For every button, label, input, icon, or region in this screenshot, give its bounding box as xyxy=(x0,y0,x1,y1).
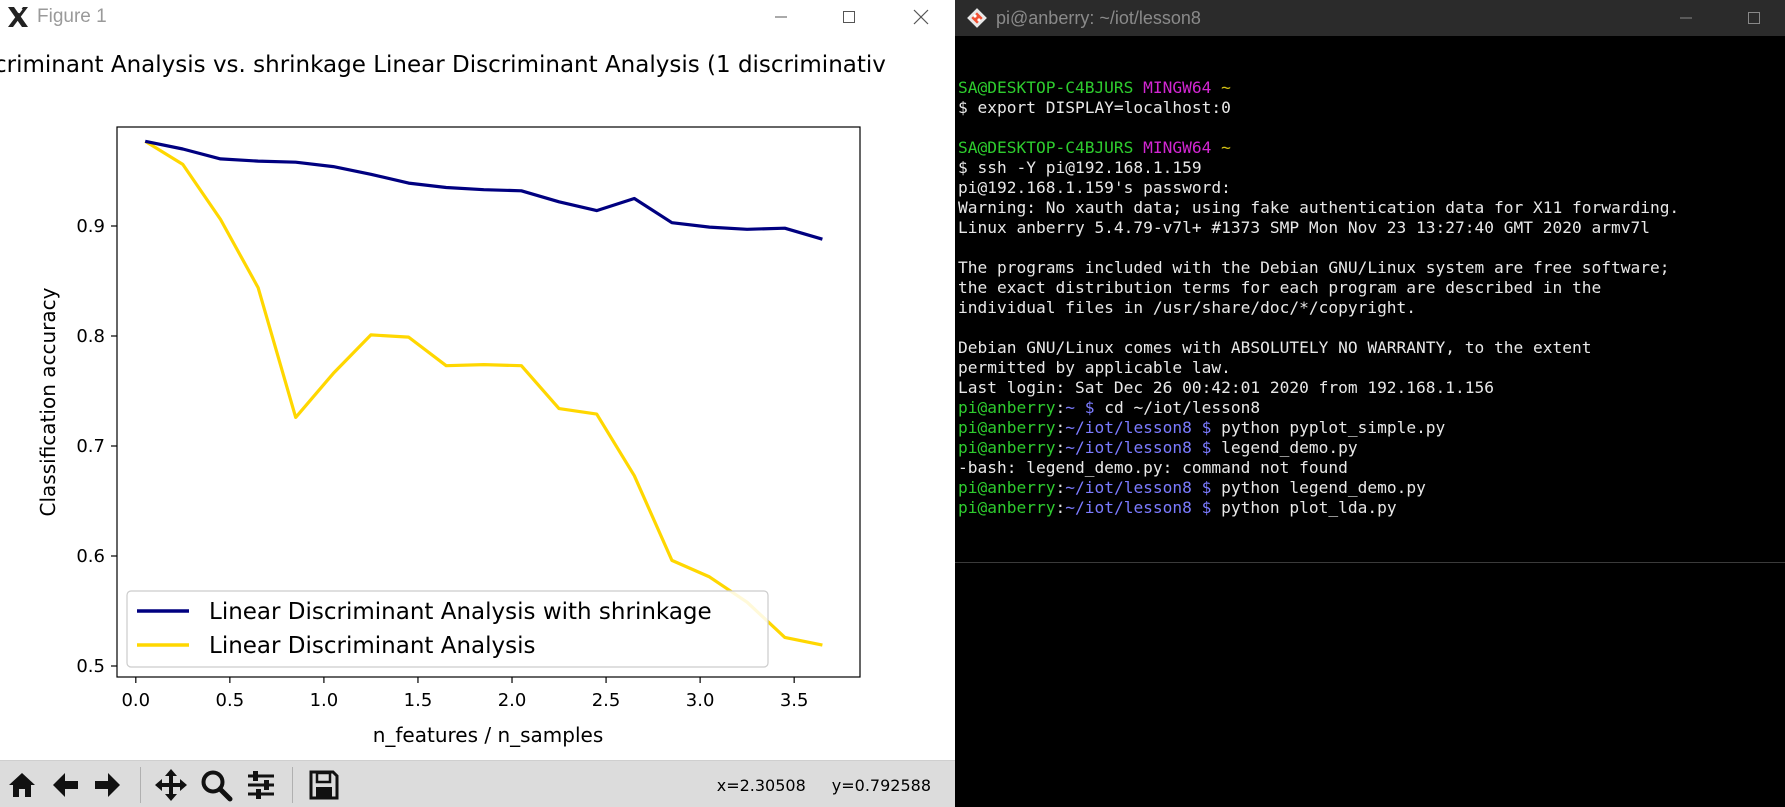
figure-titlebar[interactable]: Figure 1 xyxy=(0,0,955,34)
home-button[interactable] xyxy=(4,767,40,803)
terminal-line xyxy=(958,58,1783,78)
toolbar-separator xyxy=(140,767,141,803)
configure-subplots-button[interactable] xyxy=(243,767,279,803)
terminal-line: pi@anberry:~/iot/lesson8 $ python legend… xyxy=(958,478,1426,497)
terminal-minimize-button[interactable] xyxy=(1655,0,1717,36)
forward-button[interactable] xyxy=(90,767,126,803)
series-line-lda xyxy=(144,139,823,647)
terminal-line xyxy=(958,238,1783,258)
y-axis: 0.5 0.6 0.7 0.8 0.9 xyxy=(76,216,117,677)
maximize-icon xyxy=(843,11,855,23)
back-button[interactable] xyxy=(47,767,83,803)
pan-icon xyxy=(155,769,187,801)
figure-window: Figure 1 criminant Analysis vs. shrinkag… xyxy=(0,0,955,807)
save-icon xyxy=(309,770,339,800)
figure-toolbar: x=2.30508 y=0.792588 xyxy=(0,760,955,807)
minimize-icon xyxy=(775,16,787,18)
terminal-line: SA@DESKTOP-C4BJURS MINGW64 ~ xyxy=(958,78,1231,97)
legend-label-shrinkage: Linear Discriminant Analysis with shrink… xyxy=(209,599,712,625)
cursor-coordinates: x=2.30508 y=0.792588 xyxy=(717,776,931,795)
terminal-line: SA@DESKTOP-C4BJURS MINGW64 ~ xyxy=(958,138,1231,157)
x-tick-label: 1.0 xyxy=(310,690,339,711)
terminal-line: pi@anberry:~ $ cd ~/iot/lesson8 xyxy=(958,398,1261,417)
terminal-line: the exact distribution terms for each pr… xyxy=(958,278,1602,297)
legend: Linear Discriminant Analysis with shrink… xyxy=(126,590,769,668)
cursor-y-readout: y=0.792588 xyxy=(831,776,931,795)
y-axis-label: Classification accuracy xyxy=(36,287,60,516)
terminal-line: $ ssh -Y pi@192.168.1.159 xyxy=(958,158,1202,177)
terminal-cursor-line[interactable] xyxy=(958,518,1783,538)
terminal-line: pi@anberry:~/iot/lesson8 $ legend_demo.p… xyxy=(958,438,1358,457)
y-tick-label: 0.6 xyxy=(76,546,105,567)
close-icon xyxy=(913,9,929,25)
terminal-maximize-button[interactable] xyxy=(1723,0,1785,36)
terminal-line: pi@anberry:~/iot/lesson8 $ python plot_l… xyxy=(958,498,1397,517)
x11-logo-icon xyxy=(8,7,28,27)
terminal-output[interactable]: SA@DESKTOP-C4BJURS MINGW64 ~ $ export DIS… xyxy=(958,58,1783,558)
minimize-button[interactable] xyxy=(750,0,812,34)
forward-arrow-icon xyxy=(95,773,120,797)
y-tick-label: 0.5 xyxy=(76,656,105,677)
terminal-line: The programs included with the Debian GN… xyxy=(958,258,1670,277)
terminal-line xyxy=(958,318,1783,338)
terminal-window-title: pi@anberry: ~/iot/lesson8 xyxy=(996,8,1201,28)
series-lines xyxy=(144,139,823,647)
series-line-shrinkage xyxy=(144,139,823,241)
legend-box xyxy=(126,590,769,668)
y-tick-label: 0.8 xyxy=(76,326,105,347)
terminal-line: $ export DISPLAY=localhost:0 xyxy=(958,98,1231,117)
zoom-button[interactable] xyxy=(198,767,234,803)
save-button[interactable] xyxy=(306,767,342,803)
terminal-line: Warning: No xauth data; using fake authe… xyxy=(958,198,1680,217)
x-tick-label: 2.0 xyxy=(498,690,527,711)
legend-label-lda: Linear Discriminant Analysis xyxy=(209,633,536,659)
chart-title: criminant Analysis vs. shrinkage Linear … xyxy=(0,52,886,78)
zoom-icon xyxy=(201,770,233,802)
git-bash-icon xyxy=(967,8,987,28)
x-tick-label: 3.0 xyxy=(686,690,715,711)
pan-button[interactable] xyxy=(153,767,189,803)
terminal-line: Last login: Sat Dec 26 00:42:01 2020 fro… xyxy=(958,378,1495,397)
terminal-titlebar[interactable]: pi@anberry: ~/iot/lesson8 xyxy=(955,0,1785,36)
x-axis-label: n_features / n_samples xyxy=(373,723,604,747)
terminal-line: Linux anberry 5.4.79-v7l+ #1373 SMP Mon … xyxy=(958,218,1650,237)
terminal-line: pi@192.168.1.159's password: xyxy=(958,178,1231,197)
terminal-line: pi@anberry:~/iot/lesson8 $ python pyplot… xyxy=(958,418,1446,437)
back-arrow-icon xyxy=(53,773,78,797)
toolbar-separator xyxy=(292,767,293,803)
x-tick-label: 0.0 xyxy=(121,690,150,711)
close-button[interactable] xyxy=(890,0,952,34)
line-chart[interactable]: criminant Analysis vs. shrinkage Linear … xyxy=(0,34,955,760)
y-tick-label: 0.9 xyxy=(76,216,105,237)
plot-area xyxy=(116,126,861,678)
x-axis: 0.0 0.5 1.0 1.5 2.0 2.5 3.0 3.5 xyxy=(121,677,808,711)
terminal-divider xyxy=(955,562,1785,563)
home-icon xyxy=(9,773,35,797)
figure-window-title: Figure 1 xyxy=(37,6,107,27)
terminal-line: -bash: legend_demo.py: command not found xyxy=(958,458,1348,477)
minimize-icon xyxy=(1680,17,1692,19)
terminal-line: individual files in /usr/share/doc/*/cop… xyxy=(958,298,1417,317)
terminal-line: Debian GNU/Linux comes with ABSOLUTELY N… xyxy=(958,338,1592,357)
x-tick-label: 3.5 xyxy=(780,690,809,711)
x-tick-label: 0.5 xyxy=(216,690,245,711)
figure-canvas[interactable]: criminant Analysis vs. shrinkage Linear … xyxy=(0,34,955,760)
terminal-window: pi@anberry: ~/iot/lesson8 SA@DESKTOP-C4B… xyxy=(955,0,1785,807)
maximize-icon xyxy=(1748,12,1760,24)
terminal-line: permitted by applicable law. xyxy=(958,358,1231,377)
x-tick-label: 1.5 xyxy=(404,690,433,711)
y-tick-label: 0.7 xyxy=(76,436,105,457)
configure-subplots-icon xyxy=(248,771,274,799)
maximize-button[interactable] xyxy=(818,0,880,34)
cursor-x-readout: x=2.30508 xyxy=(716,776,806,795)
x-tick-label: 2.5 xyxy=(592,690,621,711)
terminal-line xyxy=(958,118,1783,138)
